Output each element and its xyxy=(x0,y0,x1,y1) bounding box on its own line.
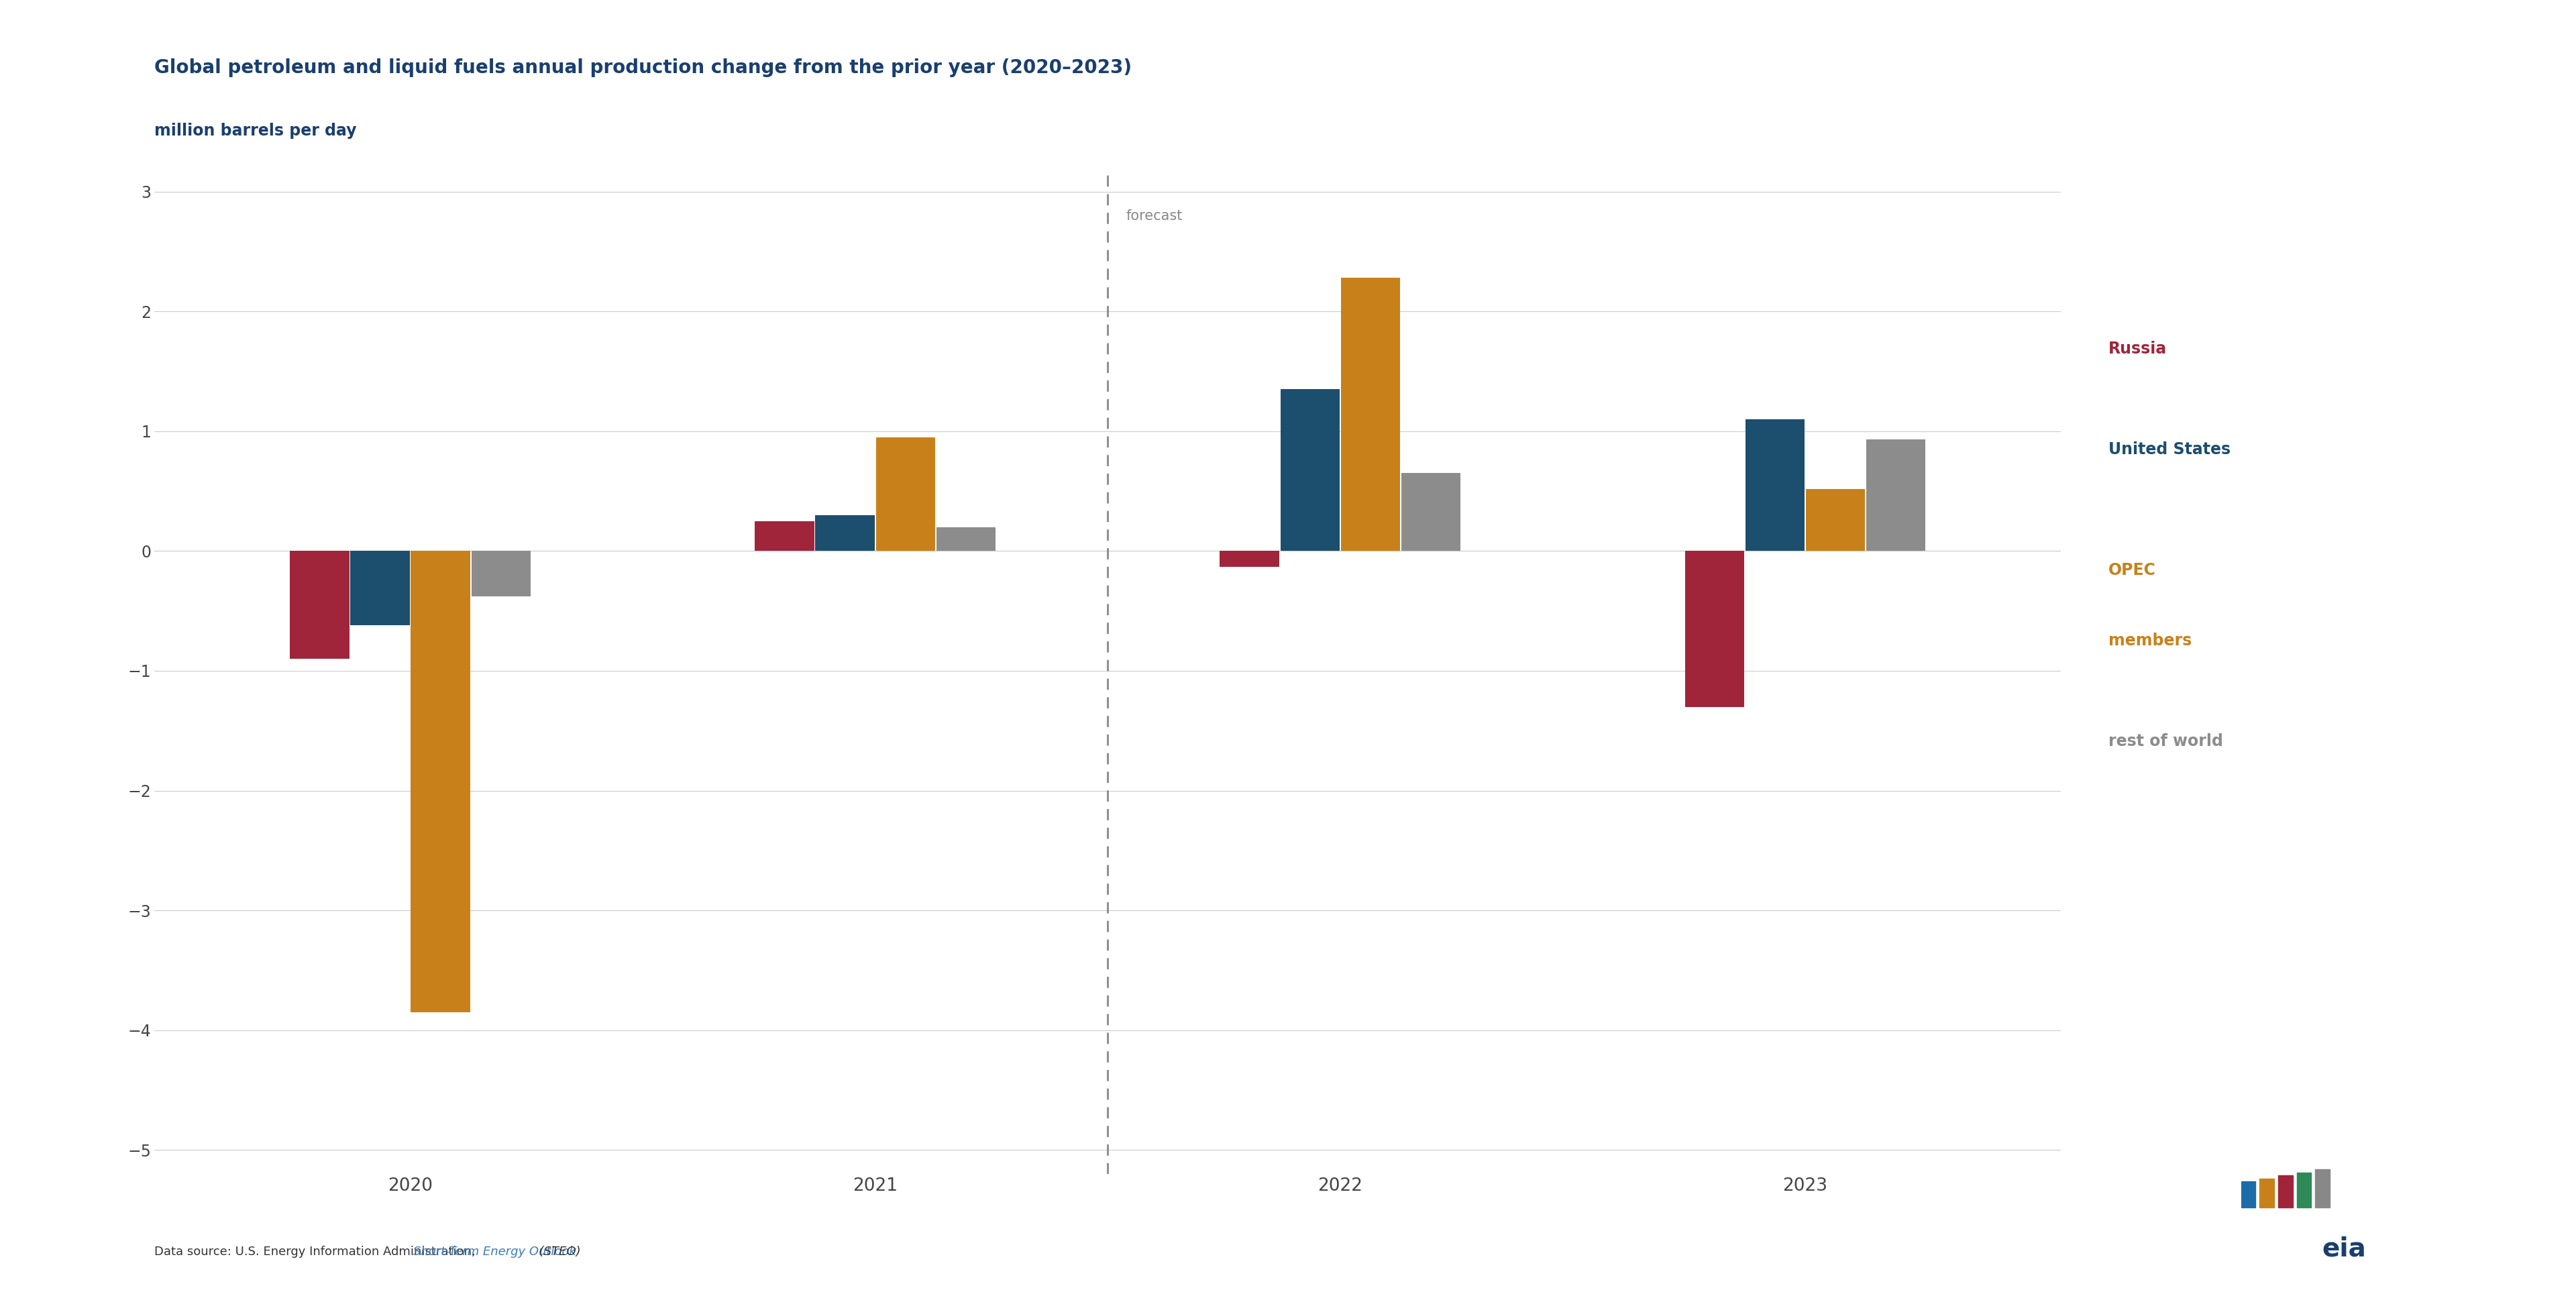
Bar xyxy=(2241,1182,2257,1207)
Bar xyxy=(2277,1175,2293,1207)
Text: forecast: forecast xyxy=(1126,209,1182,223)
Bar xyxy=(1401,473,1461,551)
Bar xyxy=(935,528,994,551)
Bar xyxy=(1221,551,1280,566)
Bar xyxy=(471,551,531,596)
Text: members: members xyxy=(2107,632,2192,649)
Text: million barrels per day: million barrels per day xyxy=(155,123,358,138)
Bar xyxy=(1340,277,1399,551)
Bar xyxy=(817,515,876,551)
Bar xyxy=(291,551,350,659)
Bar xyxy=(2316,1169,2329,1207)
Bar xyxy=(1747,419,1803,551)
Text: Russia: Russia xyxy=(2107,341,2166,357)
Bar xyxy=(1280,390,1340,551)
Text: (STEO): (STEO) xyxy=(536,1246,580,1258)
Text: rest of world: rest of world xyxy=(2107,733,2223,749)
Bar xyxy=(1685,551,1744,707)
Bar xyxy=(412,551,469,1013)
Bar xyxy=(1806,489,1865,551)
Bar xyxy=(2298,1173,2311,1207)
Text: United States: United States xyxy=(2107,441,2231,458)
Bar xyxy=(350,551,410,626)
Bar xyxy=(755,521,814,551)
Bar xyxy=(2259,1179,2275,1207)
Bar xyxy=(876,437,935,551)
Text: OPEC: OPEC xyxy=(2107,562,2156,578)
Text: Data source: U.S. Energy Information Administration,: Data source: U.S. Energy Information Adm… xyxy=(155,1246,479,1258)
Text: eia: eia xyxy=(2321,1236,2367,1262)
Text: Global petroleum and liquid fuels annual production change from the prior year (: Global petroleum and liquid fuels annual… xyxy=(155,58,1131,77)
Bar xyxy=(1865,440,1924,551)
Text: Short-Term Energy Outlook: Short-Term Energy Outlook xyxy=(412,1246,577,1258)
